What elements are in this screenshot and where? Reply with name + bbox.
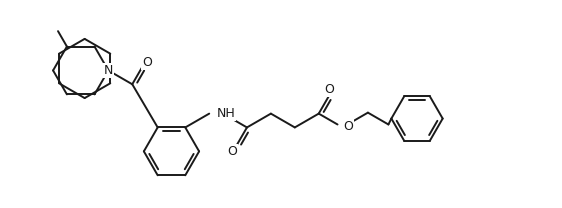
Text: NH: NH	[217, 107, 236, 120]
Text: O: O	[142, 56, 152, 69]
Text: O: O	[343, 120, 353, 133]
Text: O: O	[325, 83, 334, 96]
Text: N: N	[103, 64, 113, 77]
Text: O: O	[227, 145, 237, 158]
